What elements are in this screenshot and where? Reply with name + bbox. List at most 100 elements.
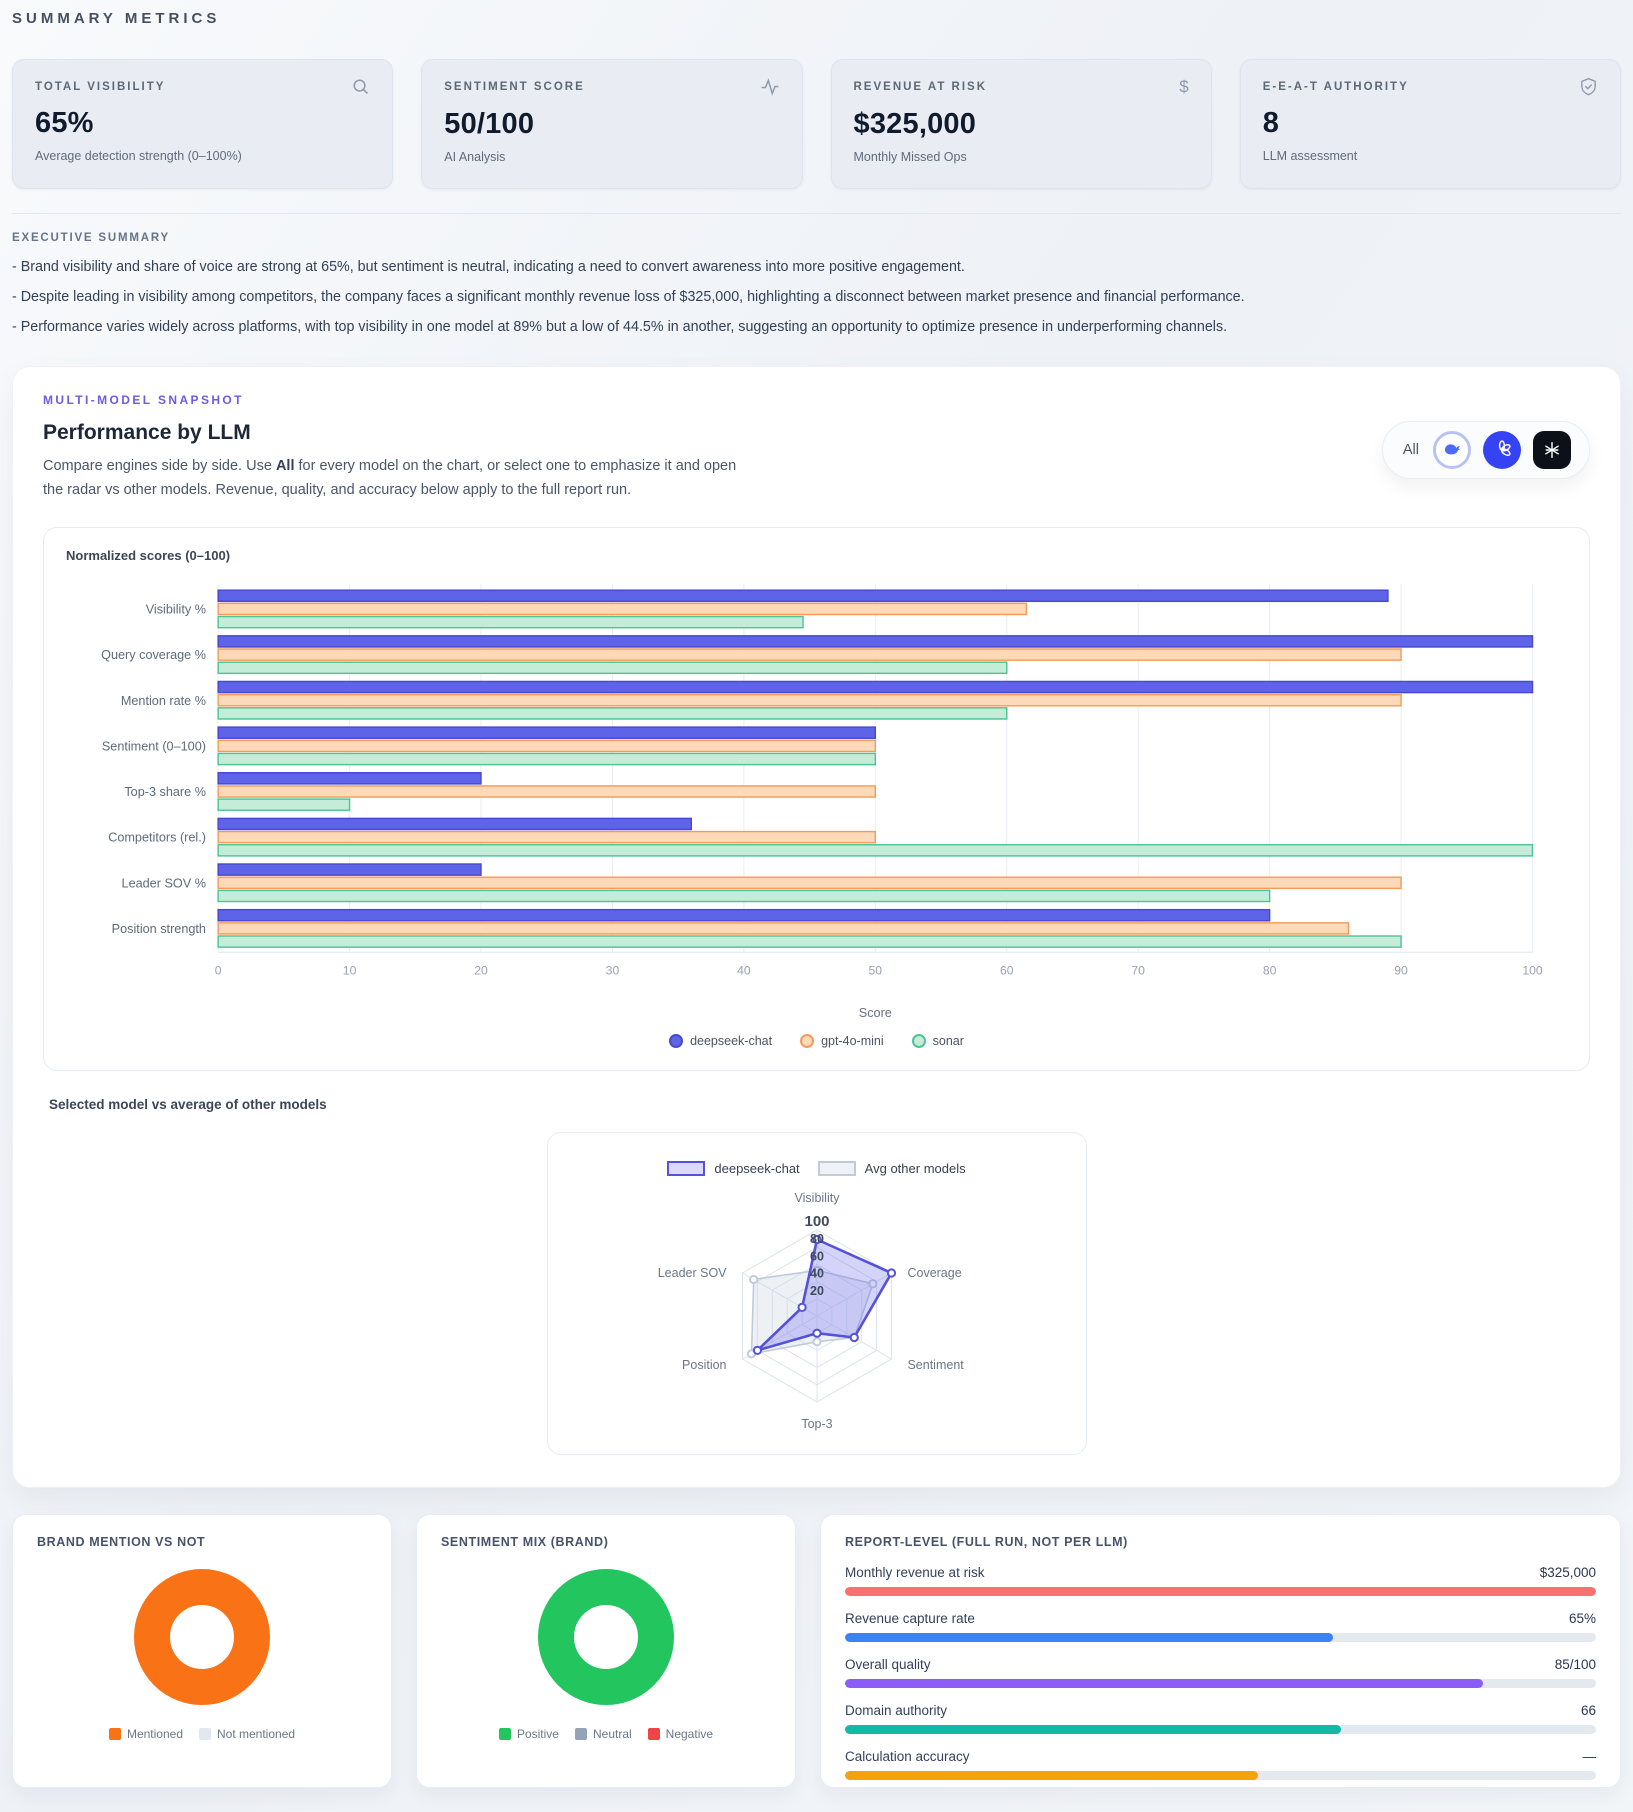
legend-label: Mentioned: [126, 1726, 183, 1741]
panel-header-text: Performance by LLM Compare engines side …: [43, 421, 753, 503]
sentiment-mix-card: SENTIMENT MIX (BRAND) Positive Neutral Neg…: [416, 1513, 796, 1788]
model-button-perplexity[interactable]: [1533, 431, 1571, 470]
bar-gpt-4o-mini: [217, 876, 1402, 890]
report-row-fill: [845, 1586, 1596, 1596]
legend-label: Positive: [516, 1726, 559, 1741]
donut-legend-item-Neutral[interactable]: Neutral: [574, 1726, 632, 1741]
x-tick-label: 70: [1131, 964, 1145, 978]
executive-summary-label: EXECUTIVE SUMMARY: [12, 232, 170, 244]
donut-legend-item-Mentioned[interactable]: Mentioned: [108, 1726, 183, 1741]
sentiment-donut-legend: Positive Neutral Negative: [498, 1726, 713, 1741]
category-label: Sentiment (0–100): [102, 740, 206, 754]
legend-label: deepseek-chat: [714, 1160, 800, 1176]
report-row-fill: [845, 1770, 1259, 1780]
report-rows: Monthly revenue at risk $325,000 Revenue c…: [845, 1565, 1596, 1780]
bar-chart-title: Normalized scores (0–100): [66, 548, 231, 564]
category-label: Competitors (rel.): [108, 831, 206, 845]
report-row-value: —: [1582, 1748, 1597, 1764]
description-text: Compare engines side by side. Use: [43, 458, 276, 475]
radar-point: [849, 1332, 859, 1342]
mention-donut-svg: [134, 1568, 270, 1705]
executive-summary-bullets: - Brand visibility and share of voice ar…: [12, 256, 1621, 338]
legend-item-deepseek-chat[interactable]: deepseek-chat: [669, 1033, 772, 1048]
donut-slice-Positive: [538, 1568, 674, 1705]
report-row-header: Calculation accuracy —: [845, 1749, 1596, 1764]
legend-swatch: [647, 1727, 660, 1740]
model-button-deepseek[interactable]: [1433, 431, 1471, 470]
radar-point: [811, 1234, 822, 1244]
donut-legend-item-Not mentioned[interactable]: Not mentioned: [199, 1727, 295, 1741]
bar-deepseek-chat: [217, 772, 482, 785]
model-filter-all[interactable]: All: [1402, 442, 1419, 459]
search-icon: [351, 77, 370, 96]
model-button-openai[interactable]: [1483, 431, 1521, 470]
radar-tick-label: 60: [810, 1249, 824, 1263]
x-tick-label: 40: [737, 964, 751, 978]
radar-point: [811, 1328, 822, 1338]
panel-description: Compare engines side by side. Use All fo…: [43, 455, 753, 503]
radar-point: [811, 1265, 822, 1275]
perplexity-star-icon: [1545, 442, 1559, 459]
report-row-label: Overall quality: [845, 1656, 931, 1672]
card-eeat-authority: E-E-A-T AUTHORITY 8 LLM assessment: [1239, 59, 1621, 189]
x-tick-label: 10: [343, 964, 357, 978]
mention-donut-legend: Mentioned Not mentioned: [108, 1726, 295, 1741]
legend-label: sonar: [932, 1033, 964, 1048]
category-label: Visibility %: [146, 603, 206, 617]
report-row: Overall quality 85/100: [845, 1657, 1596, 1688]
legend-swatch: [199, 1727, 211, 1740]
radar-chart-svg: 20 40 60 80 100 Visibility Coverage Sentiment To…: [657, 1191, 964, 1431]
bar-sonar: [217, 844, 1534, 857]
bar-chart-legend: deepseek-chat gpt-4o-mini sonar: [66, 1026, 1567, 1058]
card-value: 50/100: [444, 108, 535, 140]
bar-sonar: [217, 616, 804, 629]
card-sentiment-score: SENTIMENT SCORE 50/100 AI Analysis: [421, 59, 803, 189]
donut-legend-item-Negative[interactable]: Negative: [647, 1727, 713, 1741]
legend-item-gpt-4o-mini[interactable]: gpt-4o-mini: [800, 1033, 884, 1048]
card-sublabel: Average detection strength (0–100%): [35, 149, 242, 163]
bar-deepseek-chat: [217, 909, 1271, 922]
radar-legend-item-Avg other models[interactable]: Avg other models: [817, 1160, 966, 1176]
bar-gpt-4o-mini: [217, 922, 1350, 936]
sentiment-mix-title: SENTIMENT MIX (BRAND): [441, 1534, 609, 1549]
legend-item-sonar[interactable]: sonar: [911, 1033, 964, 1048]
bar-chart-card: Normalized scores (0–100) 0 10 20 30 40 50 60 7…: [43, 527, 1590, 1071]
radar-point: [748, 1274, 758, 1284]
legend-swatch: [817, 1160, 856, 1176]
card-label: E-E-A-T AUTHORITY: [1262, 80, 1409, 93]
x-tick-label: 0: [215, 964, 222, 978]
report-row-header: Revenue capture rate 65%: [845, 1611, 1596, 1626]
radar-point: [752, 1345, 762, 1355]
radar-legend-item-deepseek-chat[interactable]: deepseek-chat: [667, 1160, 800, 1176]
radar-axis-label: Coverage: [907, 1266, 961, 1280]
x-tick-label: 50: [869, 964, 883, 978]
report-row-fill: [845, 1678, 1484, 1688]
bar-deepseek-chat: [217, 817, 693, 831]
category-label: Mention rate %: [121, 694, 206, 708]
radar-tick-label: 40: [810, 1266, 824, 1280]
radar-point: [797, 1302, 807, 1312]
card-revenue-at-risk: REVENUE AT RISK $ $325,000 Monthly Misse…: [830, 59, 1212, 189]
bar-deepseek-chat: [217, 635, 1534, 649]
card-header: SENTIMENT SCORE: [444, 77, 779, 97]
openai-logo-icon: [1498, 440, 1511, 457]
category-label: Leader SOV %: [122, 877, 206, 891]
radar-tick-label: 80: [810, 1232, 824, 1246]
activity-icon: [760, 77, 780, 97]
bar-gpt-4o-mini: [217, 785, 877, 799]
summary-bullet: - Brand visibility and share of voice ar…: [12, 259, 965, 275]
panel-eyebrow: MULTI-MODEL SNAPSHOT: [43, 393, 244, 408]
legend-swatch: [911, 1033, 926, 1048]
report-row-value: 66: [1580, 1702, 1596, 1718]
legend-label: Neutral: [592, 1726, 632, 1741]
report-row-label: Domain authority: [845, 1702, 948, 1718]
page: SUMMARY METRICS TOTAL VISIBILITY 65% Ave…: [12, 8, 1621, 1788]
report-row: Calculation accuracy —: [845, 1749, 1596, 1780]
card-header: TOTAL VISIBILITY: [35, 77, 370, 96]
sentiment-donut-svg: [538, 1568, 674, 1705]
radar-axis-label: Visibility: [794, 1191, 840, 1205]
legend-label: Not mentioned: [217, 1726, 296, 1741]
donut-legend-item-Positive[interactable]: Positive: [498, 1726, 559, 1741]
x-axis-title: Score: [859, 1006, 892, 1020]
report-row-label: Revenue capture rate: [845, 1610, 975, 1626]
